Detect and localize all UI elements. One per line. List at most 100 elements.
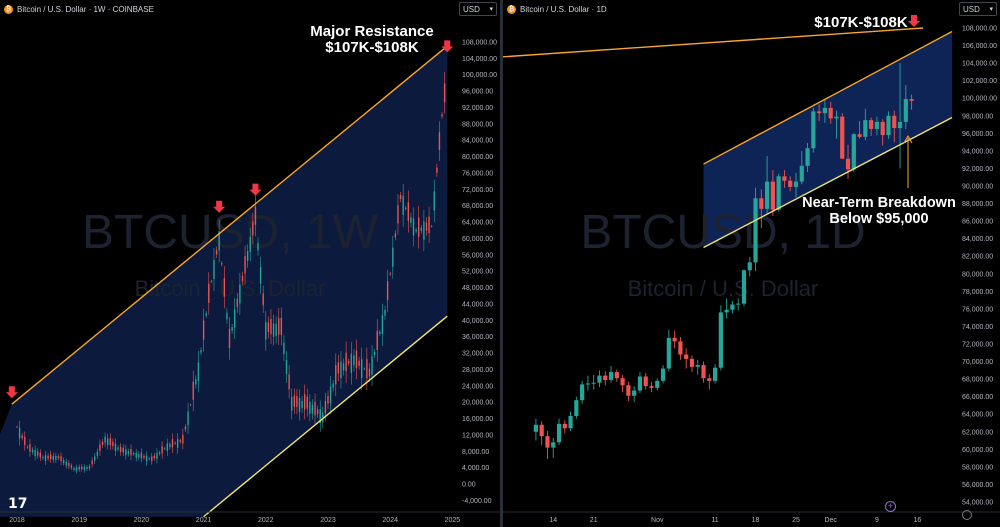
candle-body	[392, 247, 394, 267]
candle-body	[143, 455, 145, 458]
y-axis-tick: 84,000.00	[462, 138, 493, 145]
candle-body	[171, 439, 174, 448]
candle-body	[660, 368, 666, 381]
tradingview-logo-icon[interactable]: 𝟭𝟳	[8, 496, 28, 512]
candle-body	[556, 423, 562, 443]
candle-body	[695, 365, 700, 367]
candle-body	[386, 281, 389, 301]
candle-body	[153, 455, 156, 459]
candle-body	[231, 327, 233, 331]
y-axis-tick: 68,000.00	[962, 377, 993, 384]
candle-body	[104, 436, 106, 443]
candle-body	[169, 444, 171, 448]
candle-body	[164, 448, 166, 450]
annotation-resistance-range: $107K-$108K	[814, 14, 908, 31]
y-axis-tick: 40,000.00	[462, 318, 493, 325]
daily-symbol-title[interactable]: Bitcoin / U.S. Dollar · 1D	[520, 4, 607, 14]
candle-body	[244, 256, 246, 274]
candle-body	[880, 121, 885, 136]
candle-body	[122, 447, 124, 453]
daily-chart-canvas[interactable]: BTCUSD, 1D Bitcoin / U.S. Dollar $107K-$10…	[503, 0, 1000, 527]
candle-body	[666, 337, 671, 369]
x-axis-tick: 2025	[445, 517, 461, 524]
daily-currency-select[interactable]: USD ▾	[959, 2, 997, 16]
candle-body	[151, 456, 153, 462]
candle-body	[412, 218, 415, 236]
candle-body	[101, 441, 104, 445]
candle-body	[254, 206, 257, 225]
annotation-major-resistance: Major Resistance	[310, 23, 433, 40]
candle-body	[86, 467, 88, 469]
candle-body	[267, 322, 270, 333]
weekly-currency-select[interactable]: USD ▾	[459, 2, 497, 16]
candle-body	[119, 446, 122, 452]
weekly-currency-label: USD	[463, 4, 480, 14]
candle-body	[892, 115, 897, 129]
candle-body	[394, 233, 397, 238]
y-axis-tick: 96,000.00	[462, 89, 493, 96]
y-axis-tick: 58,000.00	[962, 464, 993, 471]
y-axis-tick: 76,000.00	[962, 306, 993, 313]
y-axis-tick: 60,000.00	[962, 447, 993, 454]
candle-body	[655, 380, 660, 388]
candle-body	[430, 226, 433, 227]
candle-body	[213, 259, 215, 280]
candle-body	[285, 360, 288, 375]
daily-chart-panel[interactable]: BTCUSD, 1D Bitcoin / U.S. Dollar $107K-$10…	[503, 0, 1000, 527]
candle-body	[236, 298, 238, 308]
add-icon[interactable]: +	[885, 501, 896, 512]
candle-body	[31, 449, 34, 453]
candle-body	[228, 328, 231, 348]
candle-body	[135, 452, 137, 458]
candle-body	[21, 435, 23, 438]
candle-body	[166, 443, 169, 451]
candle-body	[57, 456, 60, 459]
candle-body	[184, 426, 187, 430]
candle-body	[65, 461, 67, 466]
candle-body	[597, 375, 602, 383]
candle-body	[83, 466, 86, 471]
y-axis-tick: 104,000.00	[462, 56, 497, 63]
candle-body	[337, 362, 340, 374]
candle-body	[724, 309, 729, 313]
bitcoin-icon: ₿	[4, 4, 13, 14]
candle-body	[197, 362, 200, 381]
candle-body	[280, 317, 283, 335]
weekly-chart-panel[interactable]: BTCUSD, 1W Bitcoin / U.S. Dollar Major Res…	[0, 0, 500, 527]
candle-body	[551, 442, 556, 448]
candle-body	[539, 424, 544, 437]
x-axis-tick: 14	[549, 517, 557, 524]
candle-body	[718, 312, 723, 368]
candle-body	[107, 438, 109, 445]
candle-body	[425, 222, 428, 231]
candle-body	[678, 341, 683, 355]
candle-body	[114, 443, 117, 451]
panel-divider[interactable]	[500, 0, 503, 527]
candle-body	[415, 229, 417, 232]
candle-body	[68, 462, 70, 467]
y-axis-tick: 102,000.00	[962, 78, 997, 85]
candle-body	[44, 455, 47, 461]
chevron-down-icon: ▾	[989, 6, 993, 13]
candle-body	[782, 176, 787, 181]
settings-icon[interactable]	[962, 510, 972, 520]
candle-body	[533, 424, 538, 432]
candle-body	[221, 263, 223, 265]
candle-body	[672, 337, 677, 342]
candle-body	[327, 395, 329, 404]
y-axis-tick: 54,000.00	[962, 500, 993, 507]
candle-body	[736, 303, 741, 305]
weekly-symbol-title[interactable]: Bitcoin / U.S. Dollar · 1W · COINBASE	[17, 4, 154, 14]
candle-body	[441, 114, 443, 117]
candle-body	[288, 374, 290, 390]
x-axis-tick: 2020	[134, 517, 150, 524]
candle-body	[765, 181, 770, 209]
candle-body	[210, 281, 213, 282]
candle-body	[275, 324, 277, 336]
candle-body	[637, 376, 643, 391]
candle-body	[62, 460, 65, 464]
chevron-down-icon: ▾	[489, 6, 493, 13]
candle-body	[88, 466, 91, 469]
weekly-chart-canvas[interactable]: BTCUSD, 1W Bitcoin / U.S. Dollar Major Res…	[0, 0, 500, 527]
candle-body	[241, 275, 244, 282]
